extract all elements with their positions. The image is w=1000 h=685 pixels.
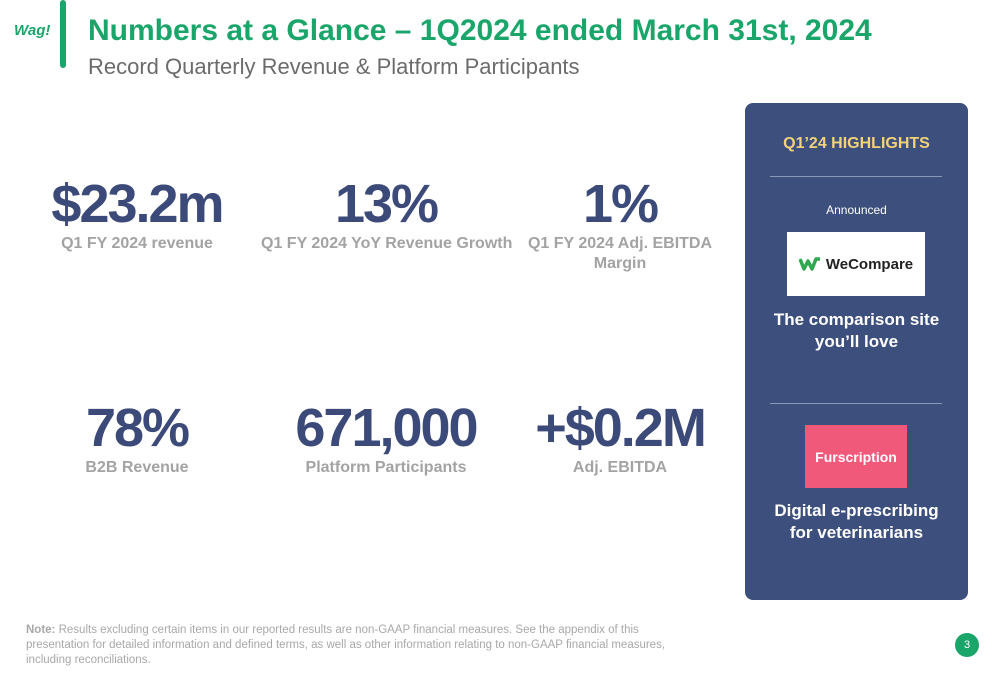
metric-value: 78% — [85, 398, 190, 458]
metric: 1% Q1 FY 2024 Adj. EBITDA Margin — [495, 174, 745, 274]
footnote: Note: Results excluding certain items in… — [26, 623, 686, 668]
metric: +$0.2M Adj. EBITDA — [495, 398, 745, 478]
metric-label: B2B Revenue — [85, 459, 189, 476]
wecompare-logo: WeCompare — [787, 232, 925, 296]
highlights-title: Q1’24 HIGHLIGHTS — [783, 135, 930, 152]
caption: The comparison site you’ll love — [773, 310, 940, 351]
metric-value: 13% — [334, 174, 439, 234]
divider — [770, 176, 942, 177]
page-number: 3 — [955, 633, 979, 657]
logo-icon — [798, 257, 820, 271]
divider — [770, 403, 942, 404]
note-label: Note: — [26, 624, 56, 636]
metric-label: Adj. EBITDA — [572, 459, 668, 476]
title: Numbers at a Glance – 1Q2024 ended March… — [88, 14, 872, 47]
highlights-panel — [745, 103, 968, 600]
note-text: Results excluding certain items in our r… — [26, 624, 666, 666]
metric-label: Q1 FY 2024 YoY Revenue Growth — [261, 235, 513, 252]
metric: $23.2m Q1 FY 2024 revenue — [12, 174, 262, 254]
metric-value: +$0.2M — [535, 398, 707, 458]
metric: 78% B2B Revenue — [12, 398, 262, 478]
caption: Digital e-prescribing for veterinarians — [774, 501, 939, 542]
metric-label: Q1 FY 2024 Adj. EBITDA Margin — [527, 235, 713, 272]
metric-value: $23.2m — [51, 174, 224, 234]
subtitle: Record Quarterly Revenue & Platform Part… — [88, 54, 580, 79]
metric: 671,000 Platform Participants — [261, 398, 511, 478]
accent-bar — [60, 0, 66, 68]
announced: Announced — [826, 203, 887, 217]
logo-text: WeCompare — [825, 255, 914, 273]
metric: 13% Q1 FY 2024 YoY Revenue Growth — [261, 174, 513, 254]
metric-value: 1% — [582, 174, 659, 234]
logo: Wag! — [14, 22, 51, 39]
metric-label: Platform Participants — [305, 459, 467, 476]
metric-value: 671,000 — [295, 398, 478, 458]
metric-label: Q1 FY 2024 revenue — [61, 235, 213, 252]
furscription-logo: Furscription — [805, 425, 907, 488]
